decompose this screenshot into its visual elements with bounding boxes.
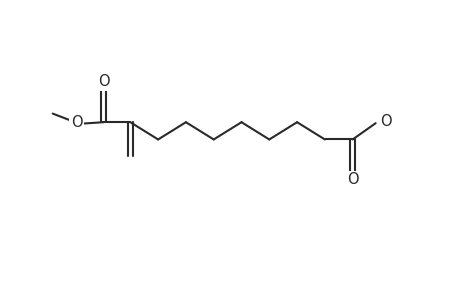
Text: O: O bbox=[379, 114, 391, 129]
Text: O: O bbox=[97, 74, 109, 89]
Text: O: O bbox=[346, 172, 358, 187]
Text: O: O bbox=[71, 115, 82, 130]
